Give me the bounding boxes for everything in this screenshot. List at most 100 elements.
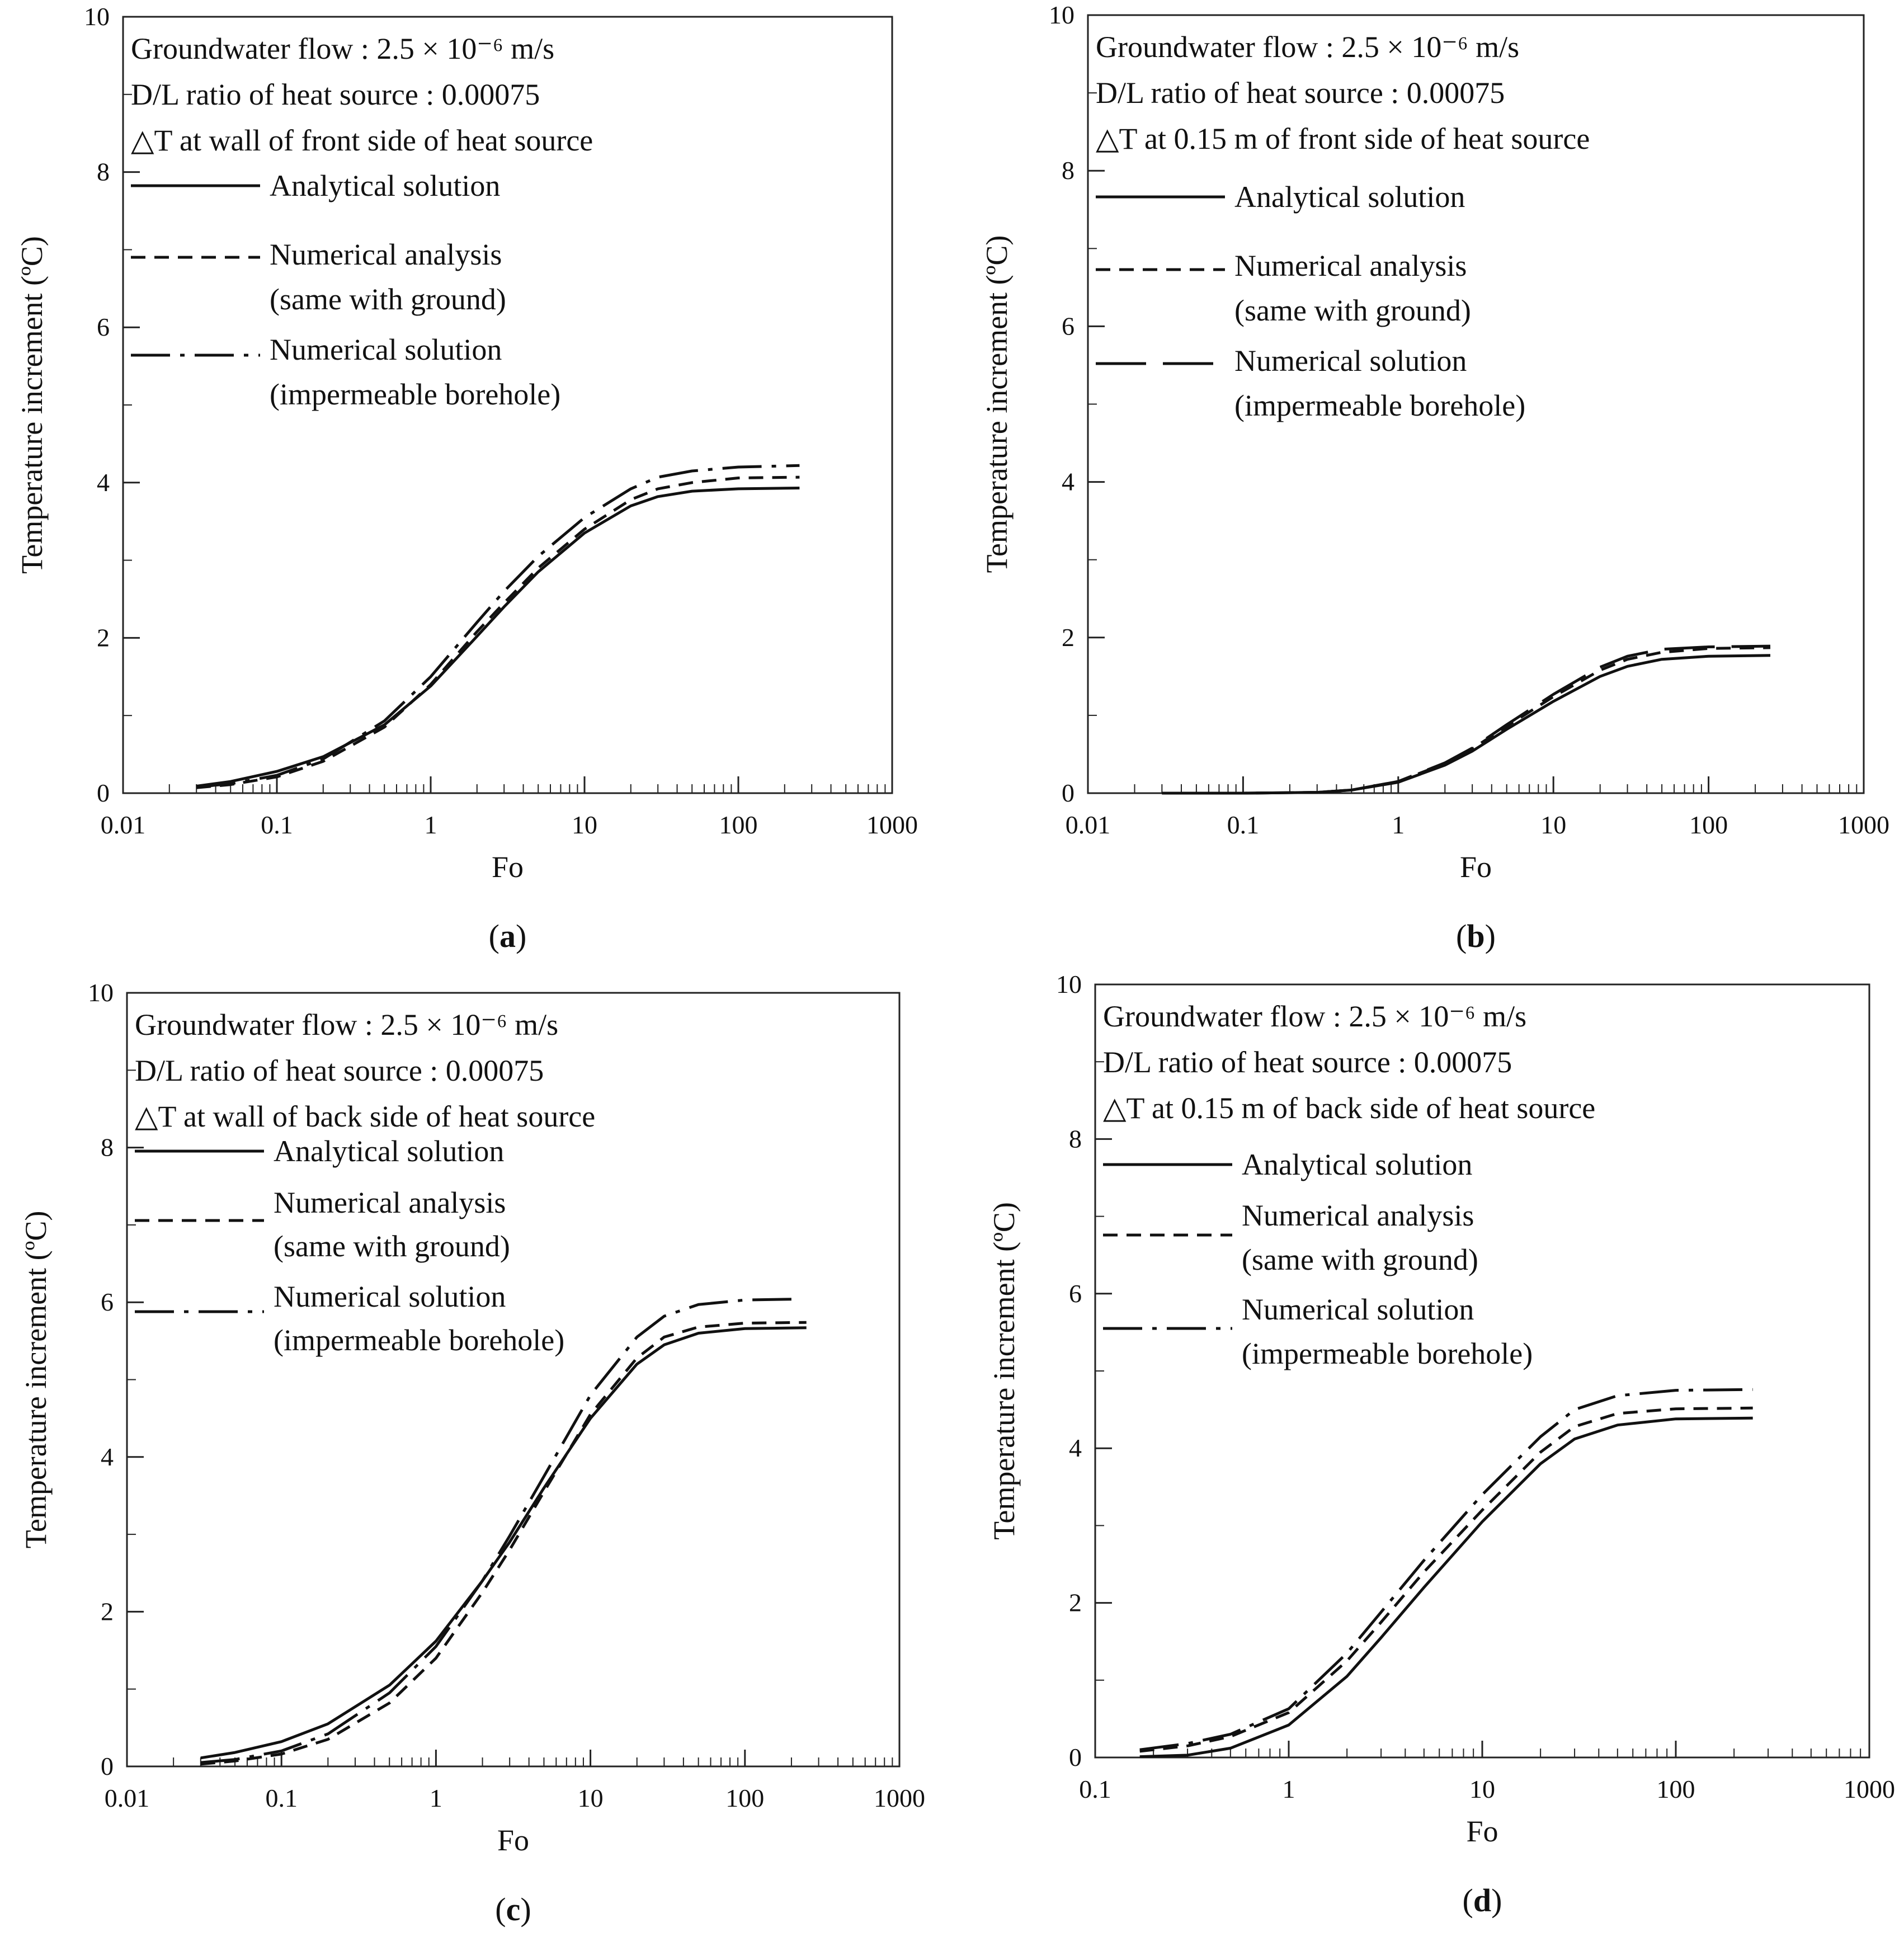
legend-label: (same with ground) bbox=[1242, 1243, 1478, 1276]
chart-panel-d: 0.1 1 10 100 1000 0 2 4 6 8 10 Fo Temperature increm… bbox=[987, 970, 1895, 1919]
x-tick-label: 1 bbox=[1283, 1775, 1295, 1803]
x-axis-label: Fo bbox=[492, 850, 524, 884]
legend-label: Numerical analysis bbox=[1234, 249, 1467, 282]
x-tick-label: 0.1 bbox=[265, 1784, 298, 1812]
annotation-text: △T at 0.15 m of front side of heat sourc… bbox=[1096, 122, 1590, 155]
annotation-text: △T at 0.15 m of back side of heat source bbox=[1103, 1091, 1595, 1125]
annotation-text: Groundwater flow : 2.5 × 10⁻⁶ m/s bbox=[1103, 1000, 1526, 1033]
x-tick-label: 0.1 bbox=[261, 810, 293, 839]
series-line-solid bbox=[200, 1326, 807, 1760]
legend-label: Numerical solution bbox=[1234, 344, 1467, 378]
y-tick-label: 10 bbox=[84, 2, 110, 31]
y-tick-label: 8 bbox=[101, 1133, 114, 1162]
panel-label: (a) bbox=[489, 918, 527, 954]
x-tick-label: 10 bbox=[1469, 1775, 1495, 1803]
legend-label: (same with ground) bbox=[274, 1229, 510, 1263]
legend-label: (impermeable borehole) bbox=[274, 1323, 564, 1357]
y-tick-label: 2 bbox=[101, 1597, 114, 1625]
series-line-solid bbox=[1162, 654, 1771, 795]
series-line-dashdot bbox=[1139, 1388, 1753, 1751]
x-tick-label: 1000 bbox=[874, 1784, 925, 1812]
annotation-text: D/L ratio of heat source : 0.00075 bbox=[135, 1054, 544, 1087]
y-tick-label: 6 bbox=[97, 313, 110, 341]
x-tick-label: 0.01 bbox=[105, 1784, 150, 1812]
x-tick-label: 100 bbox=[1689, 810, 1728, 839]
x-tick-label: 1 bbox=[430, 1784, 442, 1812]
y-tick-label: 2 bbox=[1069, 1589, 1082, 1617]
x-tick-label: 100 bbox=[725, 1784, 764, 1812]
annotation-text: Groundwater flow : 2.5 × 10⁻⁶ m/s bbox=[135, 1008, 558, 1042]
series-line-dashdot bbox=[196, 464, 800, 789]
x-tick-label: 0.01 bbox=[1066, 810, 1111, 839]
y-axis-label: Temperature increment (ºC) bbox=[19, 1211, 53, 1549]
panel-label: (b) bbox=[1456, 918, 1496, 954]
series-line-solid bbox=[1139, 1416, 1753, 1759]
panel-label: (c) bbox=[495, 1891, 531, 1928]
x-axis-label: Fo bbox=[497, 1823, 529, 1857]
x-tick-label: 1000 bbox=[1838, 810, 1889, 839]
legend-label: Numerical solution bbox=[270, 333, 502, 366]
x-tick-label: 10 bbox=[572, 810, 597, 839]
y-tick-label: 6 bbox=[1069, 1279, 1082, 1308]
legend-label: Analytical solution bbox=[1242, 1148, 1472, 1181]
chart-panel-c: 0.01 0.1 1 10 100 1000 0 2 4 6 8 10 Fo Temperature in… bbox=[19, 978, 925, 1928]
y-tick-label: 10 bbox=[1056, 970, 1082, 998]
y-tick-label: 0 bbox=[97, 779, 110, 807]
panel-label: (d) bbox=[1463, 1882, 1502, 1919]
y-axis-label: Temperature increment (ºC) bbox=[980, 235, 1014, 573]
legend-label: (impermeable borehole) bbox=[270, 378, 560, 411]
x-axis-label: Fo bbox=[1460, 850, 1492, 884]
series-line-dashed bbox=[196, 475, 800, 789]
x-tick-label: 10 bbox=[1540, 810, 1566, 839]
y-tick-label: 0 bbox=[101, 1752, 114, 1780]
y-tick-label: 4 bbox=[1069, 1434, 1082, 1462]
annotation-text: Groundwater flow : 2.5 × 10⁻⁶ m/s bbox=[131, 32, 554, 65]
x-tick-label: 100 bbox=[1657, 1775, 1695, 1803]
y-tick-label: 2 bbox=[1062, 623, 1074, 652]
y-axis-label: Temperature increment (ºC) bbox=[15, 236, 49, 574]
series-line-dashed bbox=[200, 1321, 807, 1766]
legend-label: Analytical solution bbox=[274, 1134, 504, 1168]
x-tick-label: 1000 bbox=[866, 810, 918, 839]
y-tick-label: 0 bbox=[1062, 779, 1074, 807]
y-tick-label: 10 bbox=[1049, 1, 1074, 29]
annotation-text: △T at wall of back side of heat source bbox=[135, 1100, 595, 1133]
y-tick-label: 8 bbox=[1062, 156, 1074, 185]
series-line-solid bbox=[196, 487, 800, 788]
legend-label: Analytical solution bbox=[1234, 180, 1465, 214]
annotation-text: △T at wall of front side of heat source bbox=[131, 124, 593, 157]
chart-panel-a: 0.01 0.1 1 10 100 1000 0 2 4 6 8 10 Fo Temperature in… bbox=[15, 2, 918, 954]
legend-label: Analytical solution bbox=[270, 169, 500, 202]
annotation-text: D/L ratio of heat source : 0.00075 bbox=[1103, 1045, 1512, 1079]
y-tick-label: 10 bbox=[88, 978, 114, 1007]
series-line-dashed bbox=[1162, 646, 1771, 795]
legend-label: (same with ground) bbox=[270, 282, 506, 316]
y-tick-label: 6 bbox=[1062, 312, 1074, 340]
legend-label: (impermeable borehole) bbox=[1242, 1337, 1533, 1370]
annotation-text: D/L ratio of heat source : 0.00075 bbox=[131, 78, 540, 111]
legend-label: (impermeable borehole) bbox=[1234, 389, 1525, 422]
x-tick-label: 1 bbox=[425, 810, 437, 839]
legend-label: Numerical solution bbox=[274, 1280, 506, 1313]
x-tick-label: 0.1 bbox=[1227, 810, 1260, 839]
y-tick-label: 4 bbox=[1062, 468, 1074, 496]
y-tick-label: 4 bbox=[97, 468, 110, 497]
x-tick-label: 1 bbox=[1392, 810, 1405, 839]
x-tick-label: 100 bbox=[719, 810, 758, 839]
legend-label: Numerical analysis bbox=[1242, 1199, 1474, 1232]
y-tick-label: 0 bbox=[1069, 1743, 1082, 1771]
legend-label: Numerical analysis bbox=[274, 1186, 506, 1219]
annotation-text: D/L ratio of heat source : 0.00075 bbox=[1096, 76, 1505, 110]
y-tick-label: 6 bbox=[101, 1288, 114, 1316]
series-line-dashdot bbox=[200, 1298, 791, 1764]
legend-label: Numerical analysis bbox=[270, 238, 502, 271]
x-tick-label: 0.1 bbox=[1079, 1775, 1111, 1803]
chart-panel-b: 0.01 0.1 1 10 100 1000 0 2 4 6 8 10 Fo Temperature in… bbox=[980, 1, 1889, 954]
legend-label: Numerical solution bbox=[1242, 1293, 1474, 1326]
x-axis-label: Fo bbox=[1466, 1815, 1498, 1848]
annotation-text: Groundwater flow : 2.5 × 10⁻⁶ m/s bbox=[1096, 30, 1519, 64]
y-tick-label: 8 bbox=[97, 158, 110, 186]
legend-label: (same with ground) bbox=[1234, 294, 1471, 327]
y-tick-label: 2 bbox=[97, 623, 110, 652]
